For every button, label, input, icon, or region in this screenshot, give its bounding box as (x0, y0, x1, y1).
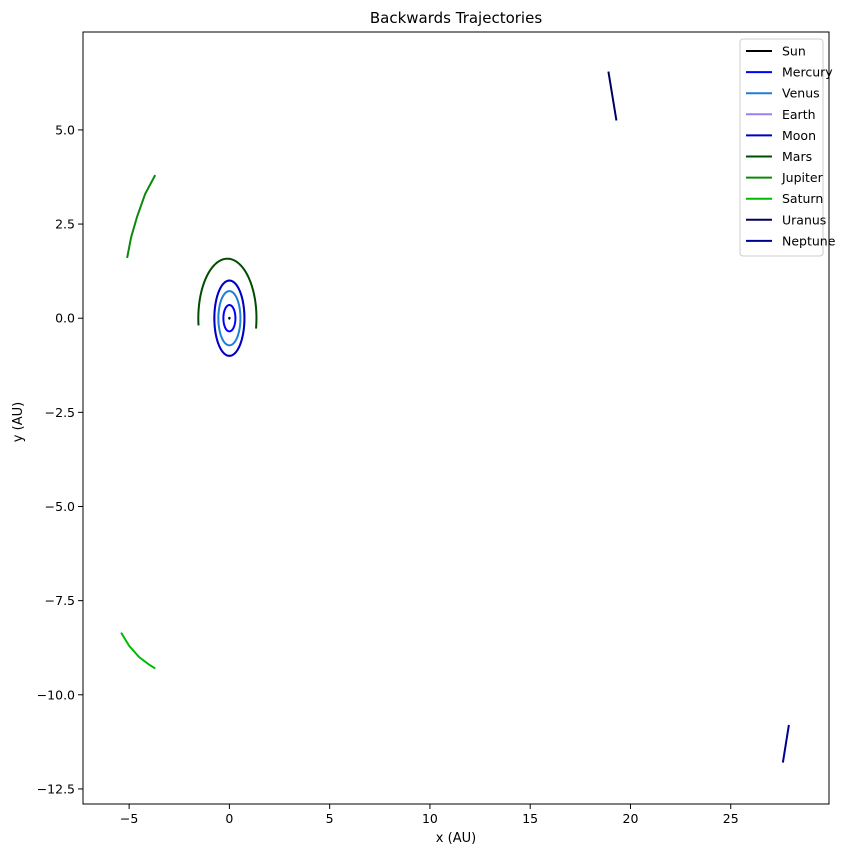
x-tick-label: 15 (522, 811, 538, 826)
legend-label-mars: Mars (782, 149, 812, 164)
x-tick-label: 20 (623, 811, 639, 826)
y-axis-label: y (AU) (11, 402, 26, 442)
series-line-moon (213, 279, 246, 357)
y-tick-label: 5.0 (55, 122, 75, 137)
x-tick-label: 5 (326, 811, 334, 826)
legend-label-sun: Sun (782, 44, 806, 59)
series-line-uranus (607, 71, 618, 121)
plot-frame (82, 31, 830, 805)
y-tick-label: −7.5 (45, 593, 75, 608)
chart-title: Backwards Trajectories (370, 9, 542, 27)
legend-label-jupiter: Jupiter (781, 170, 824, 185)
y-axis: 5.0 2.5 0.0 −2.5 −5.0 −7.5 −10.0 −12.5 (37, 122, 83, 796)
series-line-neptune (781, 724, 790, 763)
series-line-saturn (120, 632, 156, 670)
series-line-venus (217, 290, 242, 347)
legend-label-uranus: Uranus (782, 212, 826, 227)
series-lines (120, 71, 790, 763)
series-line-mars (197, 257, 258, 329)
legend-label-venus: Venus (782, 86, 820, 101)
x-axis: −5 0 5 10 15 20 25 (120, 804, 739, 826)
x-tick-label: 10 (422, 811, 438, 826)
y-tick-label: 0.0 (55, 311, 75, 326)
y-tick-label: −10.0 (37, 687, 75, 702)
series-line-mercury (222, 304, 237, 333)
x-axis-label: x (AU) (436, 831, 476, 846)
x-tick-label: 0 (225, 811, 233, 826)
legend-label-saturn: Saturn (782, 191, 823, 206)
legend-label-earth: Earth (782, 107, 816, 122)
legend-label-moon: Moon (782, 128, 816, 143)
y-tick-label: −5.0 (45, 499, 75, 514)
legend: Sun Mercury Venus Earth Moon Mars Jupiter Satur… (739, 38, 836, 257)
series-line-jupiter (126, 174, 157, 259)
y-tick-label: 2.5 (55, 217, 75, 232)
y-tick-label: −2.5 (45, 405, 75, 420)
legend-label-mercury: Mercury (782, 65, 833, 80)
legend-label-neptune: Neptune (782, 233, 836, 248)
x-tick-label: −5 (120, 811, 138, 826)
x-tick-label: 25 (723, 811, 739, 826)
plot-area (82, 31, 830, 805)
y-tick-label: −12.5 (37, 781, 75, 796)
